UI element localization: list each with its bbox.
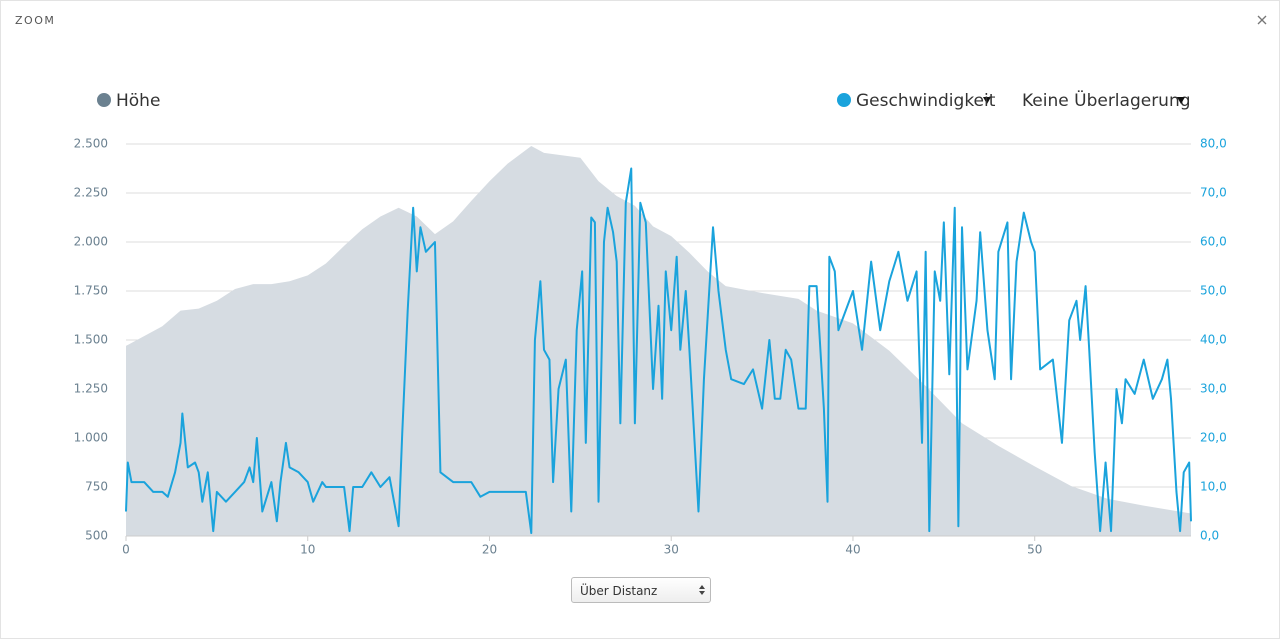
select-arrows	[699, 585, 705, 595]
y2-tick-label: 50,0	[1200, 284, 1227, 298]
legend-label: Geschwindigkeit	[856, 91, 996, 111]
x-tick-label: 30	[664, 543, 679, 557]
close-button[interactable]	[1257, 15, 1267, 25]
y-tick-label: 2.250	[74, 186, 108, 200]
select-label: Über Distanz	[580, 584, 658, 598]
y-tick-label: 750	[85, 480, 108, 494]
dropdown-arrow[interactable]	[1177, 97, 1185, 104]
legend-label: Höhe	[116, 91, 160, 111]
y-tick-label: 2.500	[74, 137, 108, 151]
x-mode-select[interactable]: Über Distanz	[571, 577, 711, 603]
y-tick-label: 1.750	[74, 284, 108, 298]
overlay-dropdown[interactable]: Keine Überlagerung	[1022, 89, 1191, 111]
x-tick-label: 0	[122, 543, 130, 557]
y-tick-label: 1.250	[74, 382, 108, 396]
x-tick-label: 40	[845, 543, 860, 557]
x-tick-label: 20	[482, 543, 497, 557]
x-tick-label: 10	[300, 543, 315, 557]
y2-tick-label: 0,0	[1200, 529, 1219, 543]
dropdown-arrow[interactable]	[983, 97, 991, 104]
y2-tick-label: 10,0	[1200, 480, 1227, 494]
elevation-area	[126, 145, 1191, 536]
y-tick-label: 1.500	[74, 333, 108, 347]
y-tick-label: 2.000	[74, 235, 108, 249]
legend-marker	[97, 93, 111, 107]
y-tick-label: 1.000	[74, 431, 108, 445]
y2-tick-label: 60,0	[1200, 235, 1227, 249]
y-tick-label: 500	[85, 529, 108, 543]
y2-tick-label: 40,0	[1200, 333, 1227, 347]
speed-line	[125, 167, 1192, 535]
y2-tick-label: 30,0	[1200, 382, 1227, 396]
y2-tick-label: 70,0	[1200, 186, 1227, 200]
legend-marker	[837, 93, 851, 107]
dialog-title: ZOOM	[15, 14, 56, 27]
y2-tick-label: 80,0	[1200, 137, 1227, 151]
y2-tick-label: 20,0	[1200, 431, 1227, 445]
x-tick-label: 50	[1027, 543, 1042, 557]
